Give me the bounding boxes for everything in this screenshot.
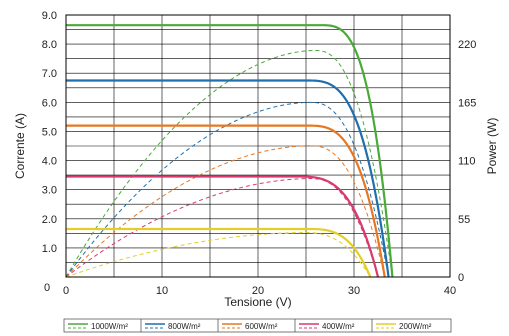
y-left-tick-label: 1.0 [42, 243, 57, 255]
current-curves [66, 24, 394, 278]
power-curve-line [65, 49, 393, 278]
y-right-tick-label: 110 [458, 156, 476, 168]
x-tick-label: 0 [63, 285, 69, 297]
plot-frame [65, 14, 451, 278]
origin-label: 0 [44, 282, 50, 294]
legend-label: 1000W/m² [91, 322, 128, 331]
current-curve-line [66, 24, 394, 278]
x-tick-label: 30 [348, 285, 360, 297]
y-left-tick-label: 3.0 [42, 185, 57, 197]
power-curve-line [65, 101, 390, 278]
current-curve-line [66, 175, 380, 278]
current-curve-line [66, 227, 372, 278]
x-tick-label: 20 [252, 285, 264, 297]
legend-label: 800W/m² [168, 322, 201, 331]
y-right-tick-label: 165 [458, 97, 476, 109]
tick-labels: 0 10 20 30 40 1.0 2.0 3.0 4.0 5.0 6.0 7.0 8.0 9.0 0 55 1… [42, 10, 477, 297]
y-right-tick-label: 220 [458, 39, 476, 51]
x-tick-label: 40 [444, 285, 456, 297]
legend: 1000W/m² 800W/m² 600W/m² 400W/m² 200W/m² [63, 318, 452, 333]
y-axis-left-title: Corrente (A) [13, 113, 27, 179]
y-right-tick-label: 55 [458, 214, 470, 226]
legend-label: 400W/m² [322, 322, 355, 331]
y-left-tick-label: 5.0 [42, 126, 57, 138]
y-left-tick-label: 9.0 [42, 10, 57, 22]
power-curve-line [65, 178, 379, 278]
current-curve-line [66, 79, 390, 278]
x-axis-title: Tensione (V) [224, 295, 291, 309]
current-curve-line [66, 124, 386, 278]
y-left-tick-label: 8.0 [42, 39, 57, 51]
y-right-tick-label: 0 [458, 272, 464, 284]
grid [66, 15, 450, 277]
y-left-tick-label: 2.0 [42, 214, 57, 226]
legend-label: 200W/m² [399, 322, 432, 331]
power-curve-line [65, 232, 371, 278]
legend-box [63, 318, 452, 333]
power-curves [65, 49, 393, 278]
x-tick-label: 10 [156, 285, 168, 297]
legend-label: 600W/m² [245, 322, 278, 331]
y-axis-right-title: Power (W) [485, 118, 499, 175]
y-left-tick-label: 6.0 [42, 97, 57, 109]
y-left-tick-label: 7.0 [42, 68, 57, 80]
y-left-tick-label: 4.0 [42, 156, 57, 168]
